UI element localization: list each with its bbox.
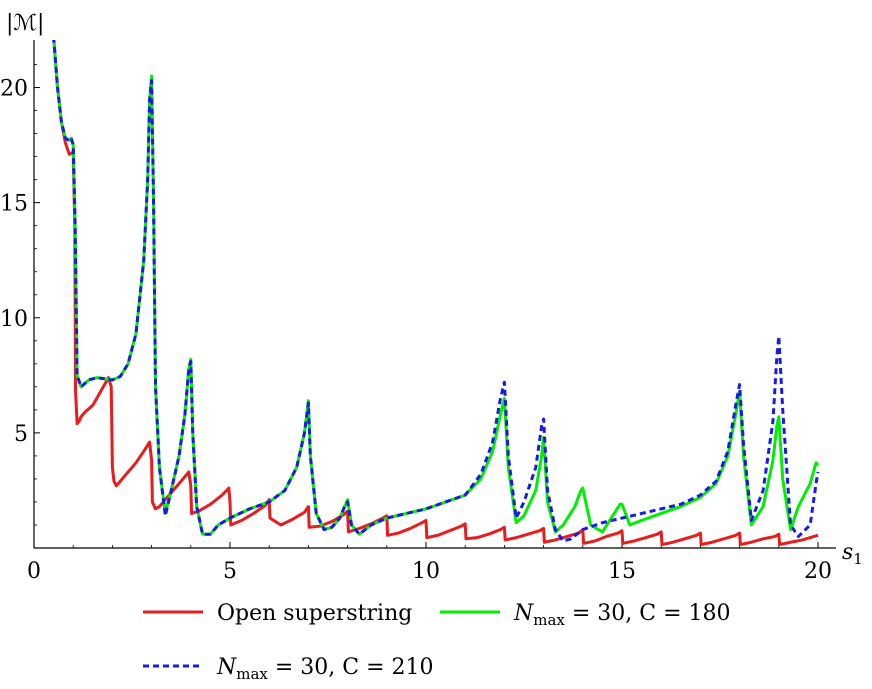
- y-ticks: 5 10 15 20: [0, 64, 40, 526]
- legend: Open superstring Nmax = 30, C = 180 Nmax…: [143, 601, 731, 683]
- x-tick-label: 5: [223, 559, 237, 584]
- series-c210: [52, 40, 820, 543]
- y-tick-label: 10: [0, 307, 28, 332]
- legend-item-c210: Nmax = 30, C = 210: [143, 655, 434, 683]
- series-layer: [52, 40, 820, 547]
- legend-item-c180: Nmax = 30, C = 180: [440, 601, 731, 629]
- x-tick-label: 10: [412, 559, 440, 584]
- x-tick-label: 0: [27, 559, 41, 584]
- y-tick-label: 15: [0, 192, 28, 217]
- legend-label: Nmax = 30, C = 180: [513, 601, 731, 629]
- x-axis-title-main: s: [842, 540, 853, 565]
- y-tick-label: 5: [14, 422, 28, 447]
- x-tick-label: 20: [804, 559, 832, 584]
- x-axis-title-sub: 1: [853, 550, 863, 568]
- legend-label: Nmax = 30, C = 210: [216, 655, 434, 683]
- y-tick-label: 20: [0, 77, 28, 102]
- x-ticks: 0 5 10 15 20: [27, 542, 832, 584]
- x-axis-title: s1: [842, 540, 863, 568]
- legend-label: Open superstring: [217, 601, 412, 626]
- series-open-superstring: [52, 40, 819, 547]
- legend-item-open-superstring: Open superstring: [143, 601, 412, 626]
- series-c180: [52, 40, 820, 536]
- x-tick-label: 15: [608, 559, 636, 584]
- y-axis-title: |ℳ|: [6, 11, 44, 36]
